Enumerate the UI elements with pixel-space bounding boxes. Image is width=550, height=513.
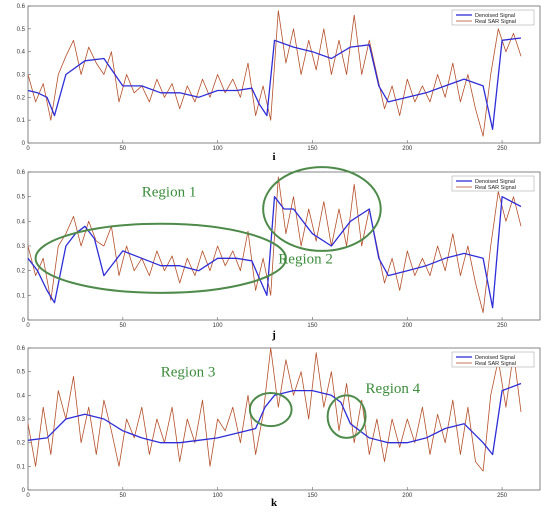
region-ellipse [34,222,287,294]
y-tick-label: 0 [22,318,26,324]
y-tick-label: 0.4 [17,393,26,399]
x-tick-label: 0 [26,493,30,499]
y-tick-label: 0 [22,488,26,494]
y-tick-label: 0.2 [17,269,26,275]
y-tick-label: 0.3 [17,73,26,79]
x-tick-label: 100 [213,493,224,499]
y-tick-label: 0 [22,141,26,147]
legend-entry: Denoised Signal [475,355,515,361]
x-tick-label: 0 [26,146,30,152]
y-tick-label: 0.1 [17,464,26,470]
real-sar-signal-line [27,10,522,137]
real-sar-signal-line [27,176,522,314]
region-ellipse [326,394,367,439]
x-tick-label: 50 [119,146,126,152]
legend-entry: Denoised Signal [475,13,515,19]
x-tick-label: 250 [497,493,508,499]
legend-entry: Denoised Signal [475,179,515,185]
legend-box [451,351,535,368]
x-tick-label: 200 [402,493,413,499]
region-label: Region 1 [142,185,197,201]
y-tick-label: 0.1 [17,293,26,299]
x-tick-label: 150 [307,323,318,329]
denoised-signal-line [27,382,522,456]
y-tick-label: 0.1 [17,118,26,124]
x-tick-label: 250 [497,146,508,152]
region-label: Region 4 [366,381,421,397]
y-tick-label: 0.4 [17,50,26,56]
legend-entry: Real SAR Signal [475,361,516,367]
panel-label: j [271,329,276,341]
region-label: Region 3 [161,364,216,380]
x-tick-label: 150 [307,146,318,152]
y-tick-label: 0.6 [17,170,26,176]
x-tick-label: 150 [307,493,318,499]
x-tick-label: 50 [119,493,126,499]
denoised-signal-line [27,196,522,309]
y-tick-label: 0.6 [17,4,26,10]
panel-label: k [271,497,278,509]
x-tick-label: 100 [213,323,224,329]
legend-box [451,9,535,26]
legend-entry: Real SAR Signal [475,185,516,191]
region-ellipse [248,391,293,428]
y-tick-label: 0.5 [17,27,26,33]
x-tick-label: 50 [119,323,126,329]
denoised-signal-line [27,37,522,130]
chart-panel-k: 0 0.1 0.2 0.3 0.4 0.5 0.6 0 50 100 150 200 250 Denois… [17,346,541,509]
y-tick-label: 0.6 [17,346,26,352]
real-sar-signal-line [27,347,522,472]
panel-label: i [272,151,275,163]
y-tick-label: 0.2 [17,95,26,101]
x-tick-label: 100 [213,146,224,152]
x-tick-label: 200 [402,146,413,152]
plot-frame [27,5,541,144]
x-tick-label: 250 [497,323,508,329]
legend-entry: Real SAR Signal [475,19,516,25]
chart-panel-j: 0 0.1 0.2 0.3 0.4 0.5 0.6 0 50 100 150 200 250 Denois… [17,166,541,341]
y-tick-label: 0.3 [17,244,26,250]
region-label: Region 2 [278,251,333,267]
chart-panel-i: 0 0.1 0.2 0.3 0.4 0.5 0.6 0 50 100 150 200 250 Denois… [17,4,541,163]
y-tick-label: 0.4 [17,219,26,225]
region-ellipse [262,166,382,252]
y-tick-label: 0.5 [17,195,26,201]
x-tick-label: 200 [402,323,413,329]
legend-box [451,175,535,192]
plot-frame [27,171,541,321]
x-tick-label: 0 [26,323,30,329]
y-tick-label: 0.5 [17,370,26,376]
y-tick-label: 0.2 [17,441,26,447]
y-tick-label: 0.3 [17,417,26,423]
